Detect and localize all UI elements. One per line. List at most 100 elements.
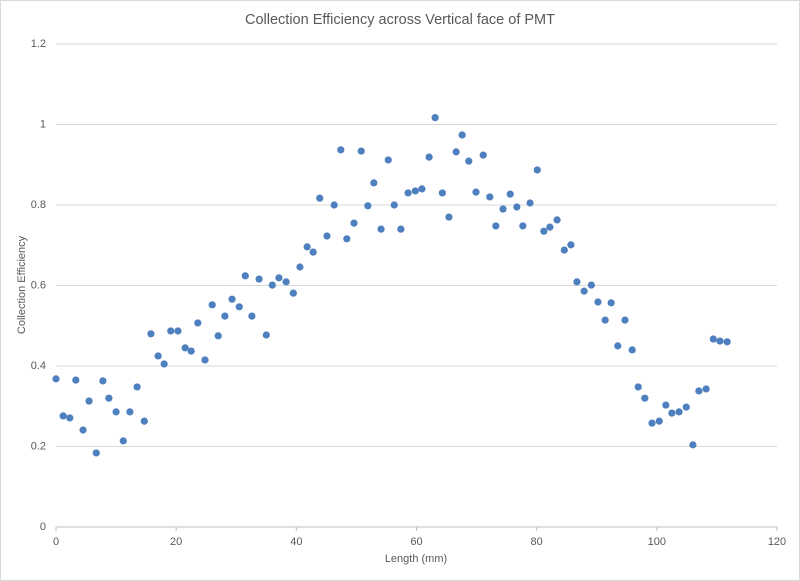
- point: [452, 148, 460, 156]
- point: [594, 298, 602, 306]
- point: [174, 327, 182, 335]
- chart-title: Collection Efficiency across Vertical fa…: [245, 12, 555, 28]
- point: [601, 316, 609, 324]
- point: [235, 303, 243, 311]
- point: [628, 346, 636, 354]
- y-axis-label: Collection Efficiency: [16, 235, 28, 334]
- point: [364, 202, 372, 210]
- point: [655, 417, 663, 425]
- point: [573, 278, 581, 286]
- point: [716, 337, 724, 345]
- point: [343, 235, 351, 243]
- point: [105, 394, 113, 402]
- point: [390, 201, 398, 209]
- x-tick-label: 100: [648, 536, 666, 548]
- point: [499, 205, 507, 213]
- x-tick-label: 20: [170, 536, 182, 548]
- x-tick-label: 120: [768, 536, 786, 548]
- point: [695, 387, 703, 395]
- point: [607, 299, 615, 307]
- point: [533, 166, 541, 174]
- point: [668, 409, 676, 417]
- point: [296, 263, 304, 271]
- point: [689, 441, 697, 449]
- point: [337, 146, 345, 154]
- point: [303, 243, 311, 251]
- point: [438, 189, 446, 197]
- x-axis-label: Length (mm): [385, 553, 447, 565]
- point: [350, 219, 358, 227]
- point: [187, 347, 195, 355]
- point: [370, 179, 378, 187]
- point: [72, 376, 80, 384]
- point: [289, 289, 297, 297]
- point: [580, 287, 588, 295]
- point: [201, 356, 209, 364]
- point: [709, 335, 717, 343]
- point: [140, 417, 148, 425]
- point: [425, 153, 433, 161]
- point: [66, 414, 74, 422]
- point: [648, 419, 656, 427]
- x-tick-label: 40: [290, 536, 302, 548]
- point: [486, 193, 494, 201]
- point: [268, 281, 276, 289]
- point: [587, 281, 595, 289]
- point: [641, 394, 649, 402]
- point: [126, 408, 134, 416]
- point: [59, 412, 67, 420]
- point: [411, 187, 419, 195]
- point: [662, 401, 670, 409]
- point: [513, 203, 521, 211]
- point: [79, 426, 87, 434]
- point: [248, 312, 256, 320]
- point: [519, 222, 527, 230]
- point: [377, 225, 385, 233]
- point: [228, 295, 236, 303]
- y-tick-label: 1: [40, 118, 46, 130]
- point: [384, 156, 392, 164]
- point: [330, 201, 338, 209]
- point: [397, 225, 405, 233]
- point: [309, 248, 317, 256]
- y-tick-label: 0.2: [31, 440, 46, 452]
- point: [92, 449, 100, 457]
- point: [323, 232, 331, 240]
- y-tick-label: 0.4: [31, 360, 46, 372]
- point: [540, 227, 548, 235]
- point: [418, 185, 426, 193]
- point: [723, 338, 731, 346]
- point: [262, 331, 270, 339]
- x-tick-label: 60: [410, 536, 422, 548]
- point: [492, 222, 500, 230]
- point: [614, 342, 622, 350]
- point: [675, 408, 683, 416]
- point: [546, 223, 554, 231]
- point: [506, 190, 514, 198]
- point: [465, 157, 473, 165]
- point: [85, 397, 93, 405]
- y-tick-label: 1.2: [31, 38, 46, 50]
- point: [553, 216, 561, 224]
- y-tick-label: 0: [40, 521, 46, 533]
- point: [472, 188, 480, 196]
- point: [52, 375, 60, 383]
- point: [282, 278, 290, 286]
- point: [431, 114, 439, 122]
- point: [404, 189, 412, 197]
- point: [214, 332, 222, 340]
- point: [275, 274, 283, 282]
- point: [181, 344, 189, 352]
- point: [133, 383, 141, 391]
- point: [119, 437, 127, 445]
- point: [445, 213, 453, 221]
- point: [160, 360, 168, 368]
- x-tick-label: 0: [53, 536, 59, 548]
- point: [682, 403, 690, 411]
- point: [567, 241, 575, 249]
- point: [99, 377, 107, 385]
- point: [526, 199, 534, 207]
- point: [112, 408, 120, 416]
- point: [208, 301, 216, 309]
